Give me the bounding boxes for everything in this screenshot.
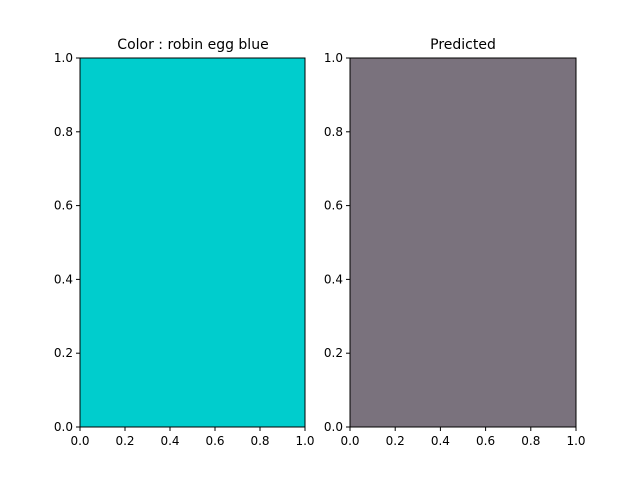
- y-tick-label: 0.0: [324, 420, 343, 434]
- y-tick-label: 1.0: [324, 51, 343, 65]
- x-tick-label: 0.6: [205, 434, 224, 448]
- y-tick-label: 0.6: [324, 199, 343, 213]
- x-axis-target: 0.0 0.2 0.4 0.6 0.8 1.0: [70, 427, 315, 448]
- y-axis-target: 0.0 0.2 0.4 0.6 0.8 1.0: [54, 51, 80, 434]
- y-axis-predicted: 0.0 0.2 0.4 0.6 0.8 1.0: [324, 51, 350, 434]
- axes-frame-predicted: [349, 57, 577, 428]
- y-tick-label: 0.2: [54, 346, 73, 360]
- x-tick-label: 1.0: [566, 434, 585, 448]
- x-tick-label: 0.4: [431, 434, 450, 448]
- axes-frame-target: [79, 57, 306, 428]
- y-tick-label: 0.2: [324, 346, 343, 360]
- subplot-target-color: Color : robin egg blue 0.0 0.2 0.4 0.6 0.8 1.…: [54, 37, 315, 448]
- x-tick-label: 0.8: [521, 434, 540, 448]
- x-tick-label: 0.2: [386, 434, 405, 448]
- y-tick-label: 0.4: [54, 272, 73, 286]
- subplot-title-target: Color : robin egg blue: [117, 37, 268, 53]
- subplot-title-predicted: Predicted: [430, 37, 496, 53]
- y-tick-label: 1.0: [54, 51, 73, 65]
- x-tick-label: 0.2: [115, 434, 134, 448]
- color-fill-predicted: [350, 58, 576, 427]
- y-tick-label: 0.8: [54, 125, 73, 139]
- y-tick-label: 0.8: [324, 125, 343, 139]
- color-fill-target: [80, 58, 305, 427]
- subplot-predicted-color: Predicted 0.0 0.2 0.4 0.6 0.8 1.0 0.00.20.40.…: [324, 37, 586, 448]
- x-tick-label: 0.6: [476, 434, 495, 448]
- x-tick-label: 0.4: [160, 434, 179, 448]
- x-tick-label: 1.0: [295, 434, 314, 448]
- y-tick-label: 0.0: [54, 420, 73, 434]
- x-tick-label: 0.8: [250, 434, 269, 448]
- x-tick-label: 0.0: [70, 434, 89, 448]
- y-tick-label: 0.4: [324, 272, 343, 286]
- x-tick-label: 0.0: [340, 434, 359, 448]
- y-tick-label: 0.6: [54, 199, 73, 213]
- x-axis-predicted: 0.0 0.2 0.4 0.6 0.8 1.0: [340, 427, 586, 448]
